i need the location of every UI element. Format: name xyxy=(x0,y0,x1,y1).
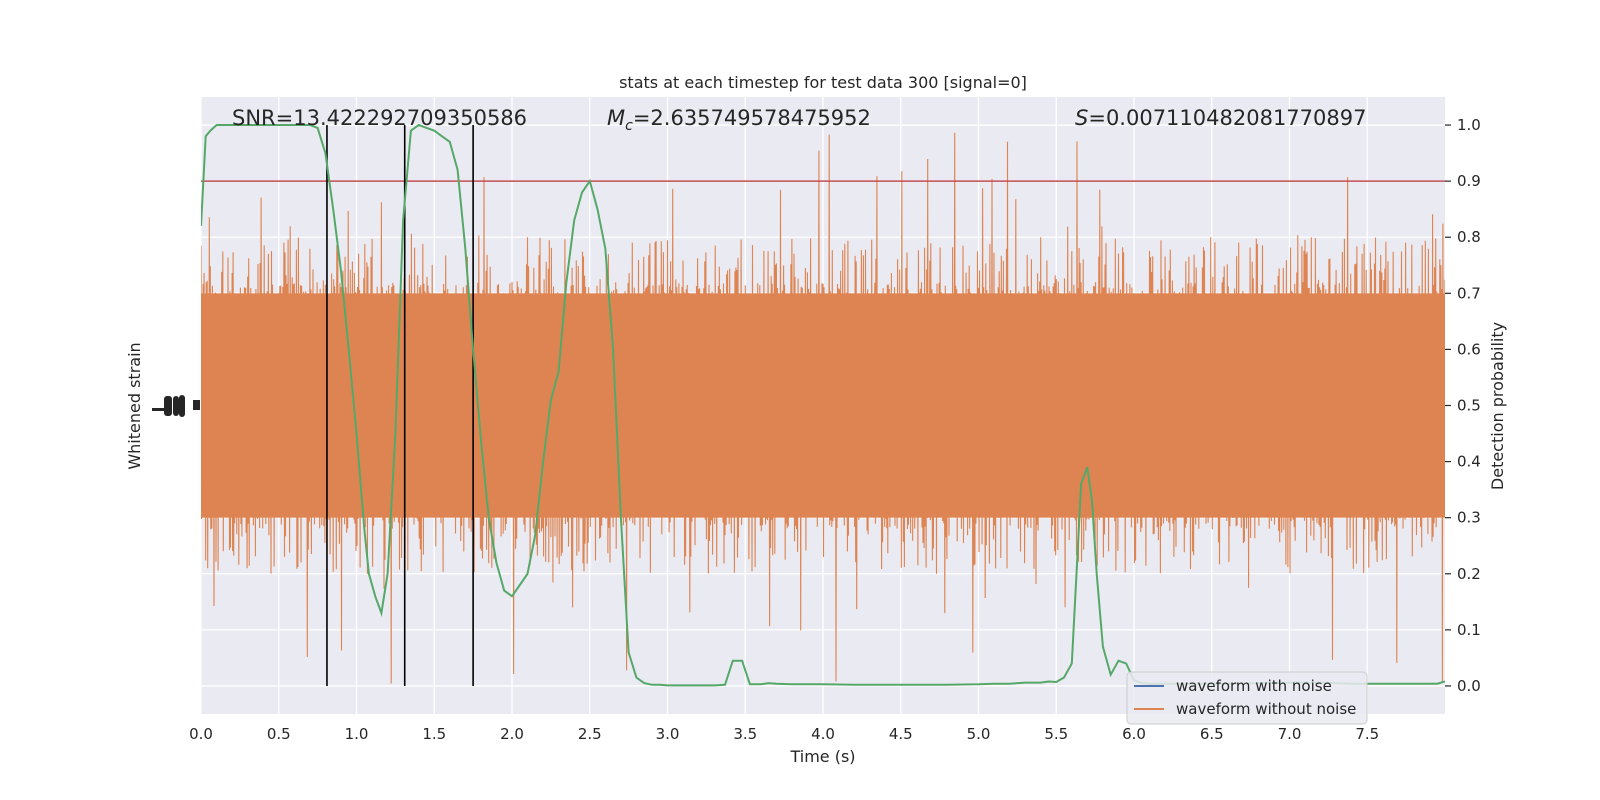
x-tick-label: 5.5 xyxy=(1044,725,1068,743)
x-tick-label: 5.0 xyxy=(967,725,991,743)
x-tick-label: 4.5 xyxy=(889,725,913,743)
detection-probability-series xyxy=(201,123,1445,687)
chirp-mass-annotation: Mc=2.635749578475952 xyxy=(607,106,871,134)
s-symbol: S xyxy=(1075,106,1088,130)
x-tick-label: 1.0 xyxy=(345,725,369,743)
y-tick-label: 0.2 xyxy=(1457,565,1481,583)
y-axis-right-ticks: 0.0 0.1 0.2 0.3 0.4 0.5 0.6 0.7 0.8 0.9 1.0 xyxy=(1445,116,1481,695)
x-tick-label: 6.5 xyxy=(1200,725,1224,743)
left-axis-overlapping-ticks xyxy=(152,395,200,417)
y-tick-label: 0.8 xyxy=(1457,228,1481,246)
x-tick-label: 0.0 xyxy=(189,725,213,743)
y-axis-left-label: Whitened strain xyxy=(125,342,144,469)
y-tick-label: 0.9 xyxy=(1457,172,1481,190)
x-tick-label: 6.0 xyxy=(1122,725,1146,743)
y-axis-right-label: Detection probability xyxy=(1488,322,1507,490)
y-tick-label: 0.7 xyxy=(1457,284,1481,302)
y-tick-label: 0.1 xyxy=(1457,621,1481,639)
s-value: =0.007110482081770897 xyxy=(1088,106,1366,130)
x-tick-label: 1.5 xyxy=(422,725,446,743)
x-axis-label: Time (s) xyxy=(789,747,855,766)
x-tick-label: 3.5 xyxy=(733,725,757,743)
y-tick-label: 0.5 xyxy=(1457,397,1481,415)
legend-label-without-noise: waveform without noise xyxy=(1176,700,1356,718)
x-tick-label: 4.0 xyxy=(811,725,835,743)
x-tick-label: 7.5 xyxy=(1355,725,1379,743)
s-annotation: S=0.007110482081770897 xyxy=(1075,106,1366,130)
noise-trace xyxy=(201,132,1445,684)
y-tick-label: 0.3 xyxy=(1457,509,1481,527)
probability-curve xyxy=(201,123,1445,687)
x-tick-label: 2.5 xyxy=(578,725,602,743)
waveform-without-noise-series xyxy=(201,132,1445,684)
x-axis-ticks: 0.0 0.5 1.0 1.5 2.0 2.5 3.0 3.5 4.0 4.5 5.0 5.5 6.0 6… xyxy=(189,725,1379,743)
y-tick-label: 1.0 xyxy=(1457,116,1481,134)
vertical-markers xyxy=(326,125,474,686)
y-tick-label: 0.0 xyxy=(1457,677,1481,695)
chirp-mass-subscript: c xyxy=(625,118,633,134)
chirp-mass-symbol: M xyxy=(607,106,625,130)
legend-box xyxy=(1126,671,1368,725)
y-tick-label: 0.6 xyxy=(1457,340,1481,358)
chirp-mass-value: =2.635749578475952 xyxy=(633,106,871,130)
legend-label-with-noise: waveform with noise xyxy=(1176,677,1332,695)
snr-annotation: SNR=13.422292709350586 xyxy=(232,106,527,130)
y-tick-label: 0.4 xyxy=(1457,453,1481,471)
x-tick-label: 3.0 xyxy=(656,725,680,743)
x-tick-label: 0.5 xyxy=(267,725,291,743)
legend: waveform with noise waveform without noi… xyxy=(1126,671,1368,725)
chart-title: stats at each timestep for test data 300… xyxy=(619,73,1027,92)
x-tick-label: 2.0 xyxy=(500,725,524,743)
x-tick-label: 7.0 xyxy=(1278,725,1302,743)
